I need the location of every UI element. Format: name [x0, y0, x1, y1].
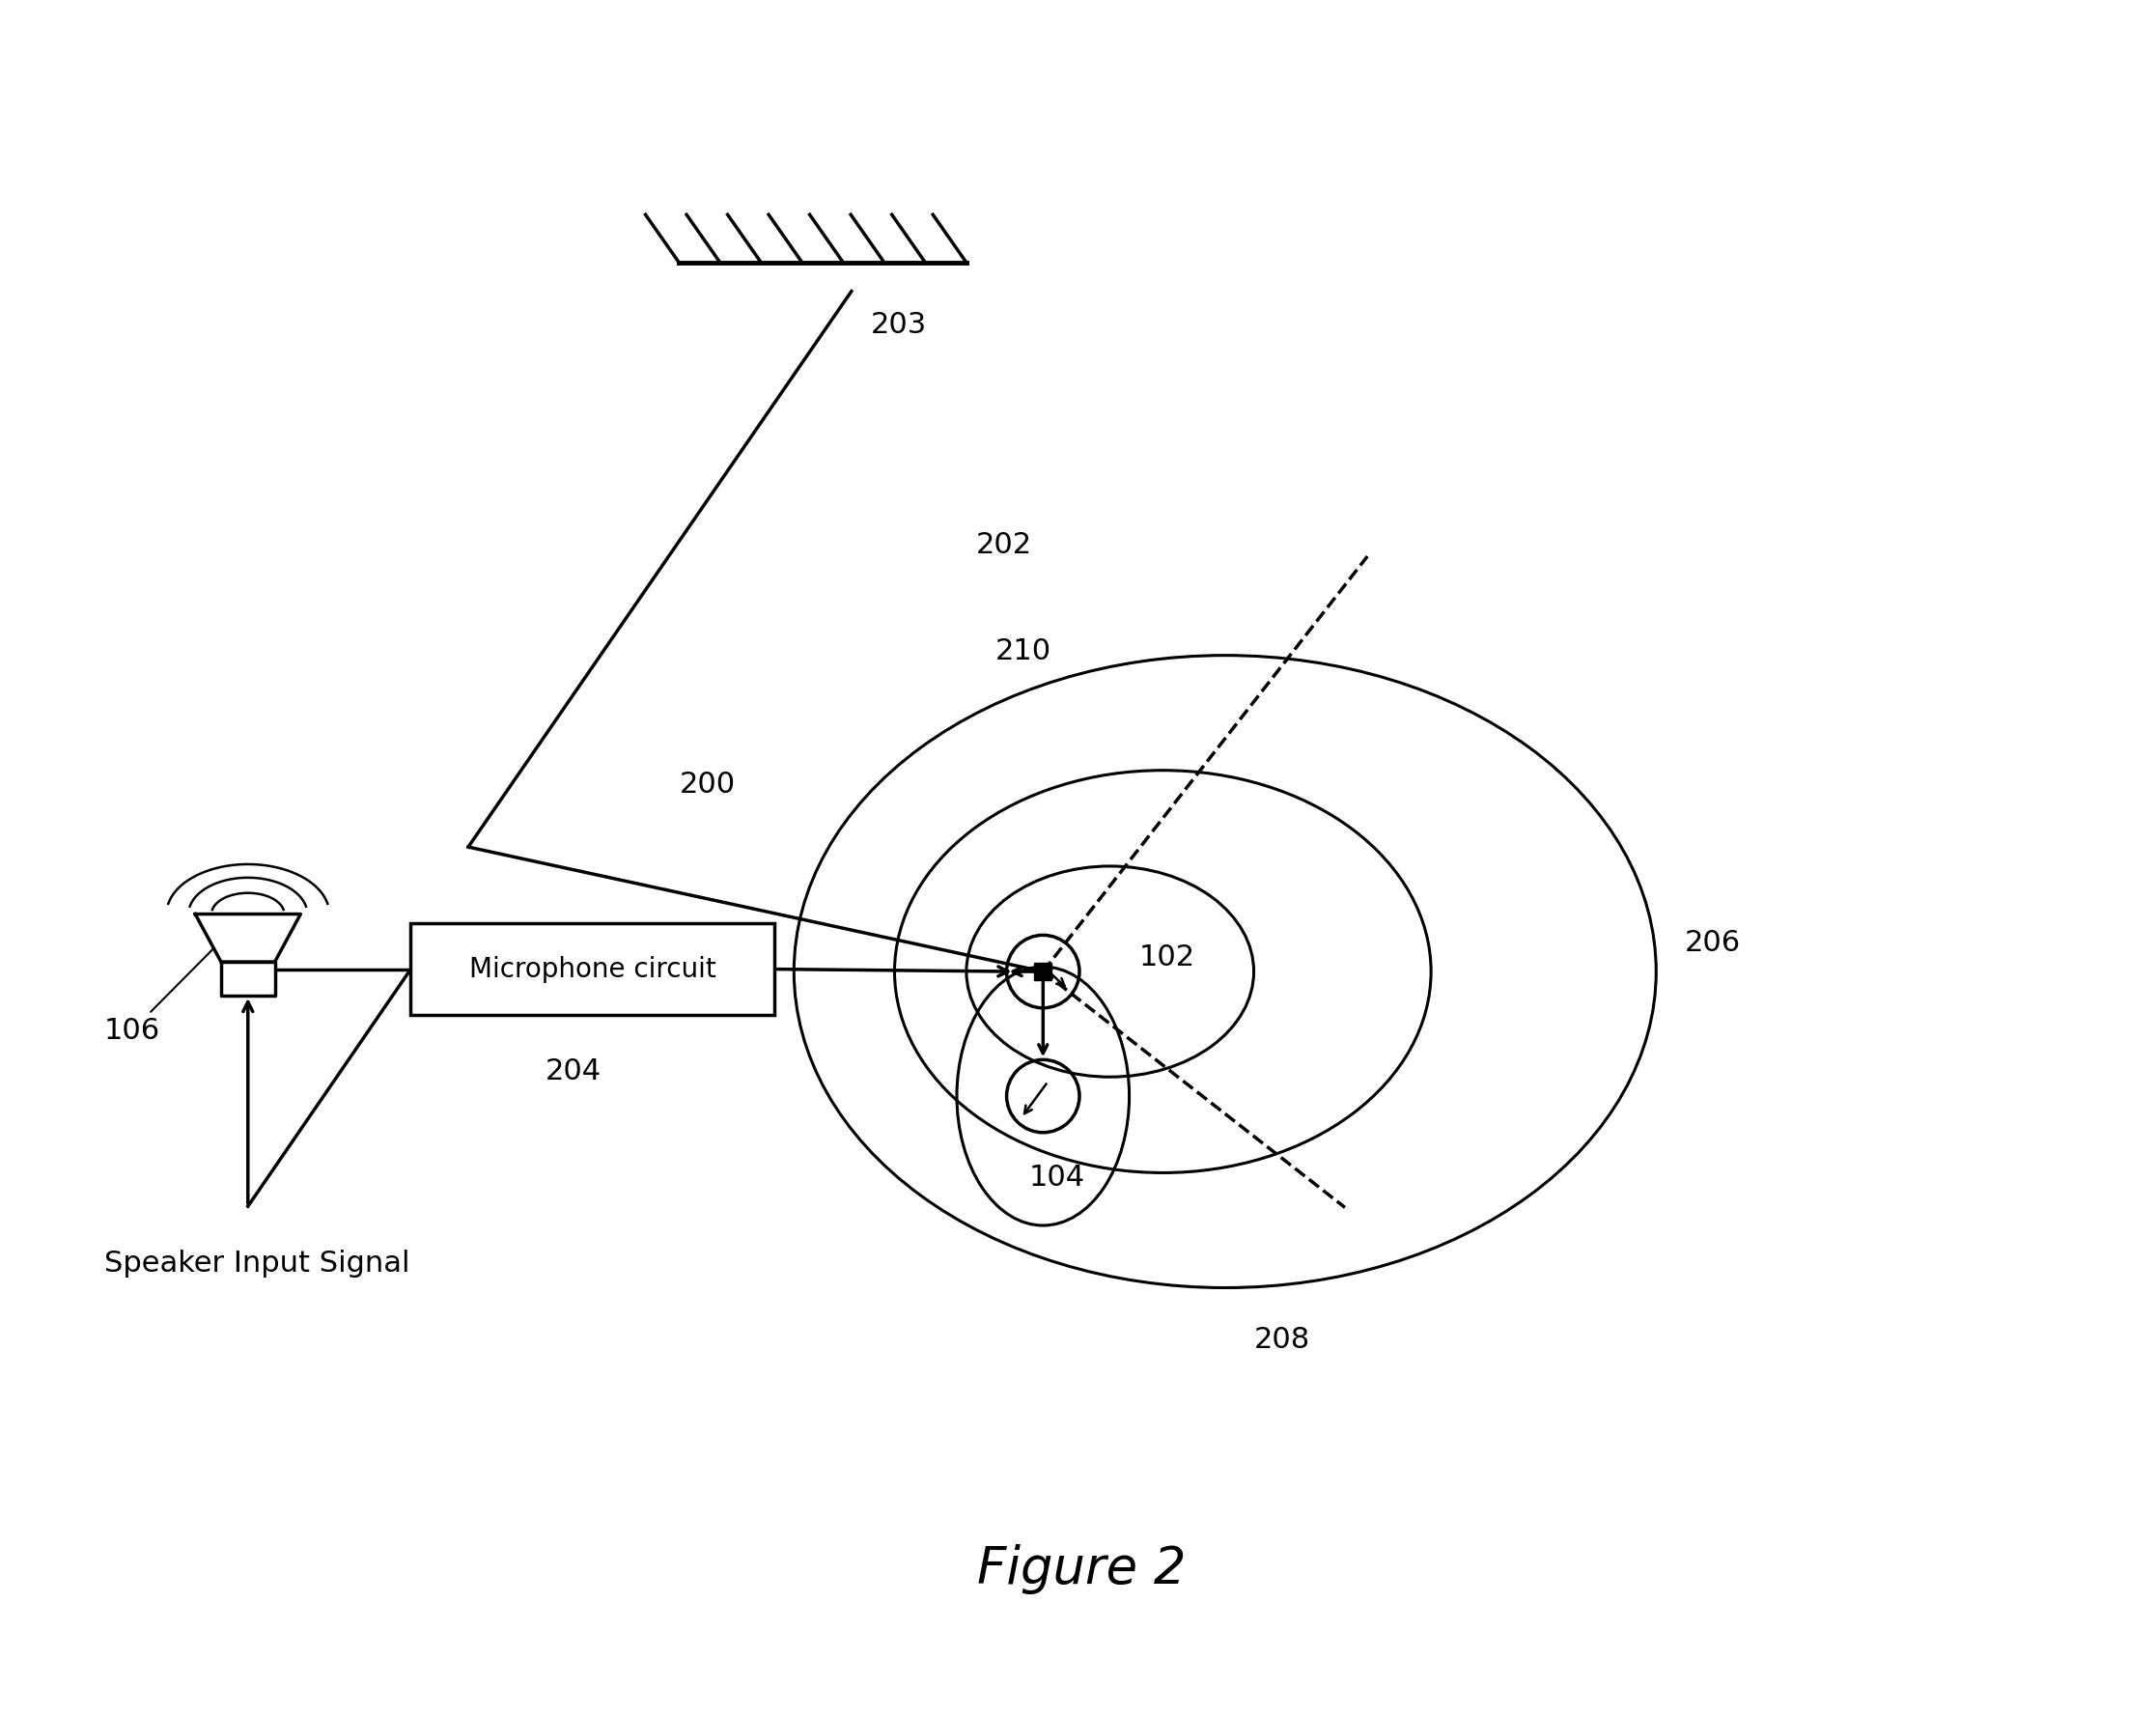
Text: 106: 106: [103, 946, 218, 1045]
Text: Microphone circuit: Microphone circuit: [470, 956, 716, 983]
Text: Figure 2: Figure 2: [977, 1544, 1186, 1594]
Polygon shape: [196, 915, 300, 963]
Text: 202: 202: [977, 532, 1033, 559]
Text: Speaker Input Signal: Speaker Input Signal: [103, 1249, 410, 1277]
FancyBboxPatch shape: [412, 923, 774, 1014]
Text: 204: 204: [545, 1057, 602, 1086]
Polygon shape: [222, 963, 274, 995]
Text: 200: 200: [679, 770, 735, 800]
Text: 210: 210: [996, 637, 1052, 664]
Text: 208: 208: [1255, 1326, 1311, 1354]
Text: 102: 102: [1138, 944, 1194, 971]
Text: 206: 206: [1684, 928, 1742, 958]
FancyBboxPatch shape: [1035, 963, 1052, 980]
Text: 104: 104: [1028, 1163, 1084, 1191]
Text: 203: 203: [871, 311, 927, 340]
